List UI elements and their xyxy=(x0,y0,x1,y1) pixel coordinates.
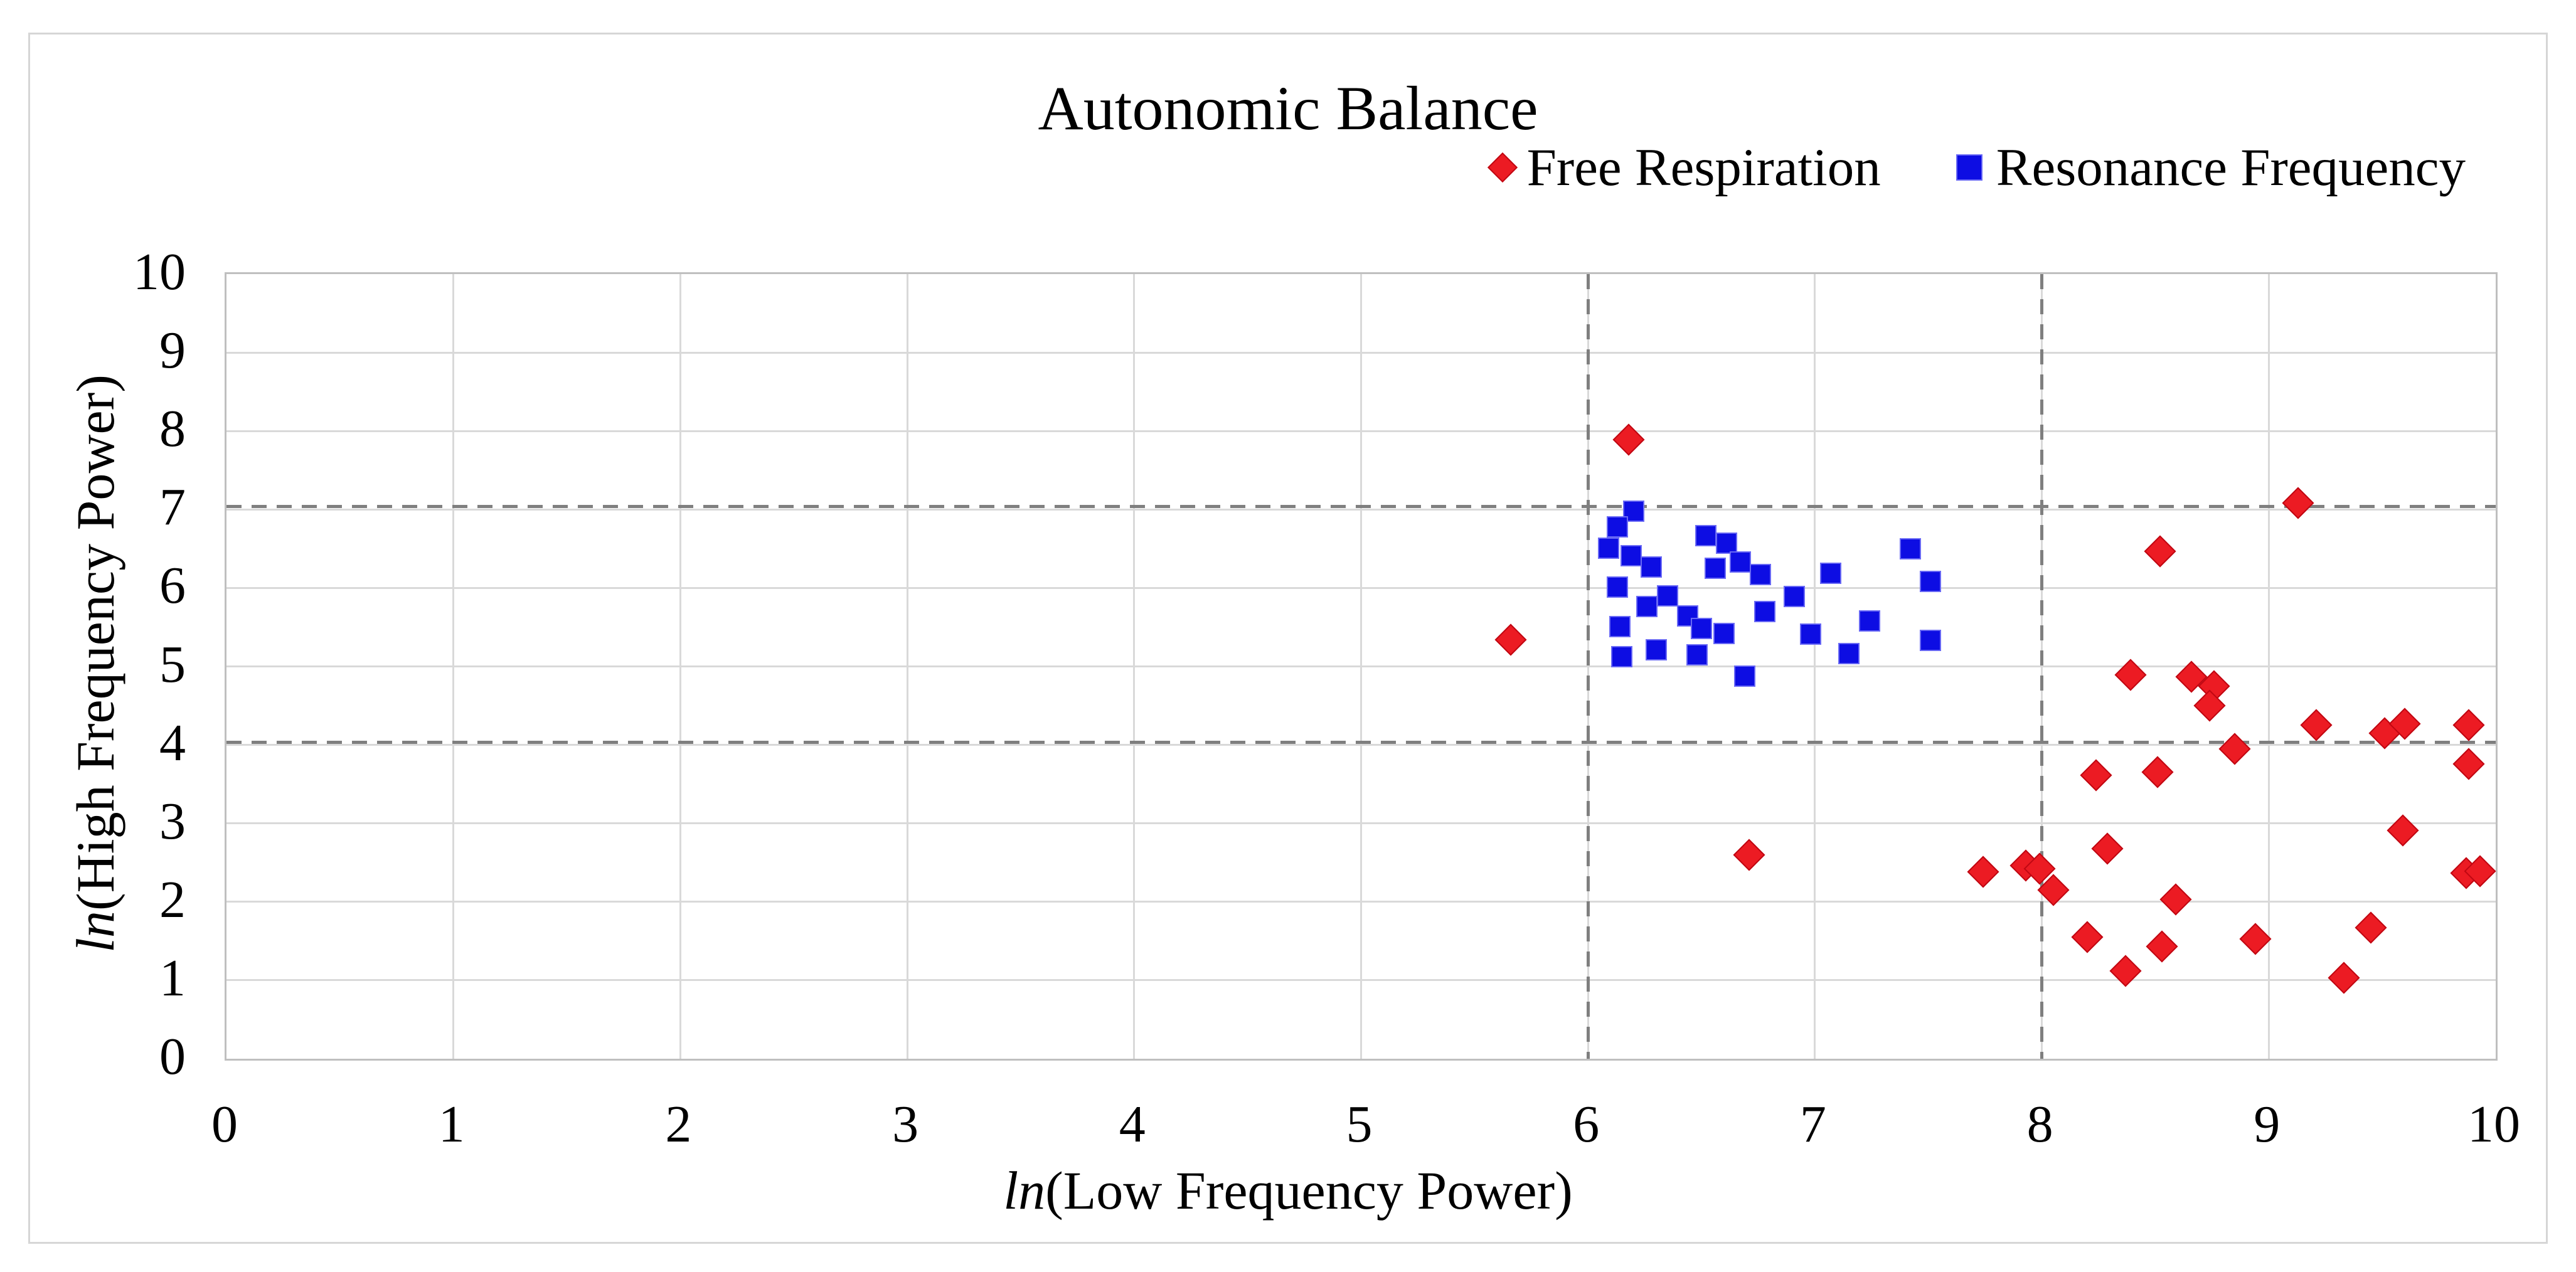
data-point-resonance-frequency xyxy=(1750,564,1772,586)
legend-label: Free Respiration xyxy=(1526,138,1881,197)
data-point-resonance-frequency xyxy=(1636,596,1658,618)
data-point-free-respiration xyxy=(2452,748,2485,780)
data-point-free-respiration xyxy=(2144,535,2176,568)
y-tick-label-9: 9 xyxy=(159,321,186,380)
data-point-resonance-frequency xyxy=(1645,639,1667,661)
x-tick-label-3: 3 xyxy=(892,1095,919,1153)
data-point-free-respiration xyxy=(1733,839,1765,871)
x-tick-label-2: 2 xyxy=(665,1095,692,1153)
data-point-free-respiration xyxy=(2114,659,2147,691)
data-point-free-respiration xyxy=(1494,623,1527,656)
x-tick-label-6: 6 xyxy=(1573,1095,1600,1153)
data-point-free-respiration xyxy=(2239,923,2272,955)
data-point-free-respiration xyxy=(2141,756,2174,788)
data-point-resonance-frequency xyxy=(1858,610,1880,632)
data-point-resonance-frequency xyxy=(1820,562,1842,584)
data-point-free-respiration xyxy=(2300,709,2333,741)
y-tick-label-5: 5 xyxy=(159,635,186,694)
reference-line-x-6 xyxy=(1586,274,1590,1059)
data-point-resonance-frequency xyxy=(1733,665,1755,687)
plot-area xyxy=(225,272,2498,1061)
gridline-x-7 xyxy=(1814,274,1816,1059)
y-tick-label-6: 6 xyxy=(159,556,186,615)
data-point-resonance-frequency xyxy=(1729,551,1751,573)
data-point-free-respiration xyxy=(1612,423,1645,456)
y-tick-label-1: 1 xyxy=(159,948,186,1007)
data-point-resonance-frequency xyxy=(1838,643,1860,665)
legend-label: Resonance Frequency xyxy=(1996,138,2466,197)
y-tick-label-2: 2 xyxy=(159,870,186,929)
x-tick-label-8: 8 xyxy=(2026,1095,2053,1153)
gridline-x-2 xyxy=(679,274,681,1059)
gridline-x-9 xyxy=(2267,274,2270,1059)
data-point-resonance-frequency xyxy=(1609,615,1631,637)
gridline-x-5 xyxy=(1360,274,1362,1059)
data-point-resonance-frequency xyxy=(1641,556,1663,578)
legend-item-resonance-frequency: Resonance Frequency xyxy=(1956,139,2466,196)
data-point-resonance-frequency xyxy=(1620,545,1642,567)
data-point-resonance-frequency xyxy=(1607,516,1629,538)
legend-marker-diamond-icon xyxy=(1487,152,1518,183)
data-point-resonance-frequency xyxy=(1899,538,1921,559)
gridline-x-4 xyxy=(1133,274,1136,1059)
data-point-free-respiration xyxy=(2218,733,2251,765)
data-point-resonance-frequency xyxy=(1704,558,1726,580)
data-point-resonance-frequency xyxy=(1784,586,1806,608)
x-tick-label-0: 0 xyxy=(211,1095,238,1153)
y-tick-label-10: 10 xyxy=(133,243,186,301)
data-point-resonance-frequency xyxy=(1799,623,1821,645)
data-point-free-respiration xyxy=(2282,487,2314,519)
gridline-x-1 xyxy=(452,274,455,1059)
x-tick-label-4: 4 xyxy=(1119,1095,1146,1153)
data-point-resonance-frequency xyxy=(1691,618,1713,640)
y-tick-label-7: 7 xyxy=(159,478,186,537)
y-tick-label-0: 0 xyxy=(159,1027,186,1086)
data-point-free-respiration xyxy=(2355,911,2387,944)
gridline-x-3 xyxy=(906,274,908,1059)
reference-line-y-7 xyxy=(226,505,2496,509)
legend-marker-square-icon xyxy=(1956,154,1983,181)
data-point-resonance-frequency xyxy=(1754,600,1776,622)
x-tick-label-7: 7 xyxy=(1799,1095,1826,1153)
data-point-resonance-frequency xyxy=(1920,571,1942,593)
y-tick-label-8: 8 xyxy=(159,400,186,458)
data-point-free-respiration xyxy=(2092,832,2124,865)
data-point-free-respiration xyxy=(1967,856,1999,888)
data-point-free-respiration xyxy=(2146,930,2178,963)
y-axis-title-prefix: ln xyxy=(65,911,126,953)
legend-item-free-respiration: Free Respiration xyxy=(1487,138,1881,197)
x-axis-title-text: (Low Frequency Power) xyxy=(1045,1160,1573,1221)
data-point-free-respiration xyxy=(2328,962,2360,994)
data-point-resonance-frequency xyxy=(1686,644,1708,665)
x-tick-label-9: 9 xyxy=(2254,1095,2281,1153)
data-point-resonance-frequency xyxy=(1920,630,1942,652)
data-point-free-respiration xyxy=(2080,759,2112,792)
chart-title: Autonomic Balance xyxy=(1038,73,1538,143)
x-axis-title-prefix: ln xyxy=(1003,1160,1046,1221)
x-tick-label-10: 10 xyxy=(2467,1095,2520,1153)
data-point-resonance-frequency xyxy=(1713,622,1735,644)
x-tick-label-1: 1 xyxy=(438,1095,465,1153)
y-tick-label-3: 3 xyxy=(159,792,186,851)
data-point-free-respiration xyxy=(2452,709,2485,741)
data-point-free-respiration xyxy=(2109,955,2142,987)
data-point-resonance-frequency xyxy=(1611,646,1633,668)
x-tick-label-5: 5 xyxy=(1346,1095,1373,1153)
data-point-free-respiration xyxy=(2071,921,2104,953)
data-point-resonance-frequency xyxy=(1597,537,1619,559)
data-point-resonance-frequency xyxy=(1607,576,1629,598)
x-axis-title: ln(Low Frequency Power) xyxy=(0,1159,2576,1222)
data-point-resonance-frequency xyxy=(1695,524,1717,546)
chart-legend: Free Respiration Resonance Frequency xyxy=(1487,138,2466,197)
data-point-free-respiration xyxy=(2159,883,2192,916)
data-point-resonance-frequency xyxy=(1656,585,1678,607)
y-axis-title-text: (High Frequency Power) xyxy=(65,374,126,911)
data-point-resonance-frequency xyxy=(1715,533,1737,554)
reference-line-x-8 xyxy=(2040,274,2044,1059)
data-point-free-respiration xyxy=(2387,814,2419,847)
y-tick-label-4: 4 xyxy=(159,713,186,772)
reference-line-y-4 xyxy=(226,740,2496,744)
